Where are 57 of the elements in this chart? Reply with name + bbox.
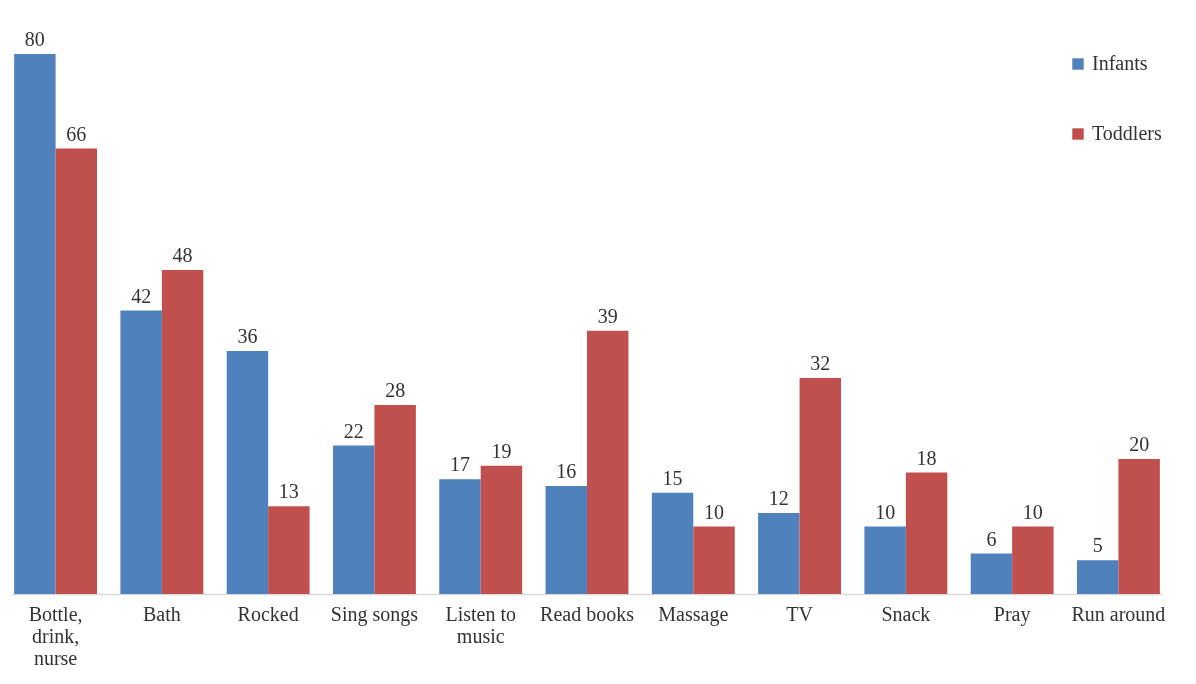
bar <box>970 553 1013 594</box>
x-tick-label: Snack <box>881 602 931 625</box>
x-tick-label: TV <box>786 602 814 625</box>
bar <box>374 405 416 594</box>
bar <box>693 526 735 594</box>
bar <box>332 445 375 594</box>
bar <box>587 330 629 594</box>
bar <box>55 148 98 594</box>
bar <box>226 351 269 594</box>
data-label: 6 <box>986 527 997 550</box>
data-label: 15 <box>662 466 683 489</box>
data-label: 66 <box>66 122 87 145</box>
data-label: 10 <box>704 500 725 523</box>
bar <box>268 506 310 594</box>
bar <box>480 465 523 594</box>
x-tick-label: Run around <box>1071 602 1166 625</box>
x-tick-label: Pray <box>993 602 1031 626</box>
legend-label: Toddlers <box>1092 122 1162 144</box>
bar <box>1076 560 1119 594</box>
bar <box>14 54 56 594</box>
bar <box>439 479 481 594</box>
x-tick-label: Listen to music <box>445 602 516 647</box>
data-label: 20 <box>1129 433 1150 455</box>
bar <box>905 472 948 594</box>
bar <box>1118 459 1160 594</box>
data-label: 39 <box>597 304 618 327</box>
data-label: 10 <box>875 500 896 523</box>
bar <box>120 310 162 594</box>
data-label: 36 <box>237 325 258 347</box>
data-label: 32 <box>810 352 831 374</box>
data-label: 18 <box>916 446 937 469</box>
data-label: 5 <box>1092 534 1103 557</box>
x-tick-label: Read books <box>540 602 635 625</box>
bar <box>799 378 842 594</box>
data-label: 13 <box>278 480 299 503</box>
bar <box>651 492 694 594</box>
data-label: 16 <box>556 460 577 482</box>
x-tick-label: Bath <box>142 602 181 625</box>
data-label: 12 <box>768 487 789 509</box>
x-tick-label: Bottle, drink, nurse <box>28 602 83 669</box>
data-label: 10 <box>1022 500 1043 523</box>
data-label: 28 <box>385 379 406 401</box>
data-label: 42 <box>131 284 152 307</box>
data-label: 19 <box>491 439 512 462</box>
data-label: 17 <box>449 453 470 476</box>
bar <box>161 270 204 594</box>
data-label: 22 <box>343 419 364 442</box>
legend-label: Infants <box>1092 52 1148 74</box>
bar <box>758 513 800 594</box>
x-tick-label: Rocked <box>237 602 299 625</box>
bar <box>545 486 587 594</box>
x-tick-label: Massage <box>658 602 729 626</box>
data-label: 80 <box>24 28 45 50</box>
x-tick-label: Sing songs <box>330 602 419 626</box>
bar <box>1012 526 1054 594</box>
bar <box>864 526 906 594</box>
data-label: 48 <box>172 244 193 266</box>
